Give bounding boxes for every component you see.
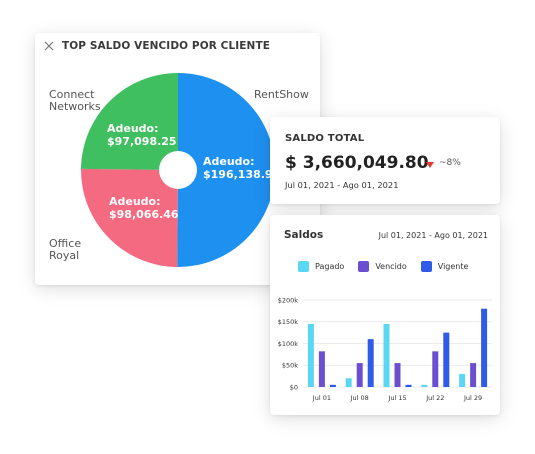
slice-amount: $196,138.92 <box>203 168 280 181</box>
y-tick-label: $150k <box>278 318 299 326</box>
x-tick-label: Jul 29 <box>463 394 482 402</box>
bar-vigente[interactable] <box>367 339 374 387</box>
pie-card-title: TOP SALDO VENCIDO POR CLIENTE <box>62 40 270 52</box>
x-tick-label: Jul 08 <box>350 394 369 402</box>
slice-label: Adeudo: <box>107 122 159 135</box>
pie-card-header: TOP SALDO VENCIDO POR CLIENTE <box>43 40 270 52</box>
slice-amount: $98,066.46 <box>109 208 179 221</box>
legend-swatch <box>298 261 309 272</box>
x-tick-label: Jul 22 <box>425 394 444 402</box>
total-balance-title: SALDO TOTAL <box>285 133 365 144</box>
bar-vigente[interactable] <box>405 384 412 387</box>
y-tick-label: $200k <box>278 296 299 304</box>
pie-center-hole <box>159 151 197 189</box>
bar-vencido[interactable] <box>318 351 325 387</box>
balances-title: Saldos <box>284 229 324 241</box>
total-balance-change: ~8% <box>439 158 461 168</box>
total-balance-date-range: Jul 01, 2021 - Ago 01, 2021 <box>285 180 399 190</box>
x-tick-label: Jul 15 <box>387 394 406 402</box>
bar-vencido[interactable] <box>470 363 477 387</box>
balances-bar-chart: $0 $50k $100k $150k $200k Jul 01 Jul 08 Jul 15 J… <box>278 296 492 402</box>
slice-label: Adeudo: <box>203 155 255 168</box>
legend-label: Pagado <box>315 262 345 271</box>
bar-vigente[interactable] <box>329 384 336 387</box>
bar-pagado[interactable] <box>459 373 466 387</box>
bar-vencido[interactable] <box>432 351 439 387</box>
pie-slice-office-royal[interactable] <box>81 168 178 267</box>
legend-item-vigente[interactable]: Vigente <box>420 261 469 272</box>
slice-label: Adeudo: <box>109 195 161 208</box>
legend-label: Vigente <box>437 262 469 271</box>
customer-label-office-royal: Office Royal <box>49 237 82 262</box>
total-balance-card: SALDO TOTAL $ 3,660,049.80 ~8% Jul 01, 2… <box>270 117 500 204</box>
chart-legend: Pagado Vencido Vigente <box>298 261 468 272</box>
legend-label: Vencido <box>375 262 407 271</box>
balances-card: $0 $50k $100k $150k $200k Jul 01 Jul 08 Jul 15 J… <box>270 215 500 415</box>
legend-swatch <box>420 261 432 272</box>
balances-date-range: Jul 01, 2021 - Ago 01, 2021 <box>378 231 488 240</box>
bar-vencido[interactable] <box>394 363 401 387</box>
bar-vigente[interactable] <box>443 332 450 387</box>
slice-amount: $97,098.25 <box>107 135 177 148</box>
bar-pagado[interactable] <box>345 378 352 387</box>
pie-chart: Adeudo:$196,138.92Adeudo:$98,066.46Adeud… <box>81 73 280 267</box>
trend-down-icon <box>426 162 434 168</box>
bar-vigente[interactable] <box>481 308 488 387</box>
legend-item-pagado[interactable]: Pagado <box>298 261 344 272</box>
x-tick-label: Jul 01 <box>312 394 331 402</box>
y-tick-label: $100k <box>278 340 299 348</box>
total-balance-amount: $ 3,660,049.80 <box>285 153 429 173</box>
bar-pagado[interactable] <box>307 323 314 387</box>
y-tick-label: $50k <box>282 362 298 370</box>
customer-label-rentshow: RentShow <box>254 88 309 101</box>
pie-slice-connect-networks[interactable] <box>81 73 178 170</box>
legend-swatch <box>358 261 370 272</box>
bar-pagado[interactable] <box>421 384 428 387</box>
pie-slice-rentshow[interactable] <box>177 73 275 267</box>
bar-vencido[interactable] <box>356 363 363 387</box>
close-icon[interactable] <box>43 40 55 52</box>
legend-item-vencido[interactable]: Vencido <box>358 261 407 272</box>
bar-pagado[interactable] <box>383 323 390 387</box>
customer-label-connect-networks: Connect Networks <box>49 88 101 113</box>
y-tick-label: $0 <box>290 383 298 391</box>
